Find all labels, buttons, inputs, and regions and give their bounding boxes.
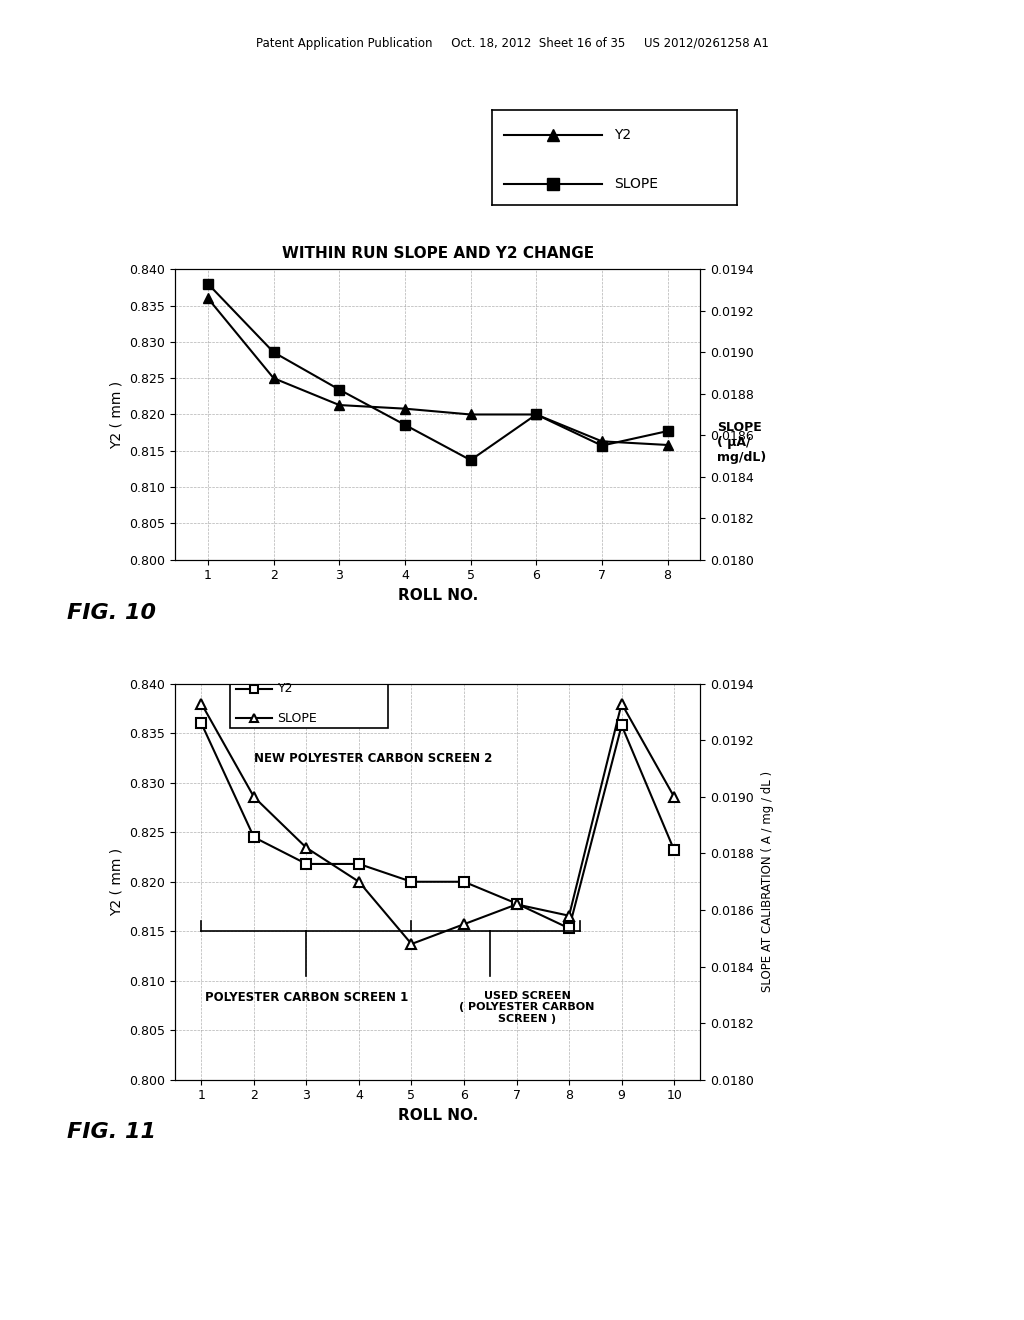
Text: Y2: Y2 (278, 682, 293, 696)
Text: SLOPE: SLOPE (278, 711, 317, 725)
X-axis label: ROLL NO.: ROLL NO. (397, 587, 478, 603)
Y-axis label: Y2 ( mm ): Y2 ( mm ) (110, 380, 124, 449)
Y-axis label: SLOPE AT CALIBRATION ( A / mg / dL ): SLOPE AT CALIBRATION ( A / mg / dL ) (761, 771, 774, 993)
X-axis label: ROLL NO.: ROLL NO. (397, 1107, 478, 1123)
Text: Patent Application Publication     Oct. 18, 2012  Sheet 16 of 35     US 2012/026: Patent Application Publication Oct. 18, … (256, 37, 768, 50)
Text: FIG. 11: FIG. 11 (67, 1122, 156, 1142)
Text: POLYESTER CARBON SCREEN 1: POLYESTER CARBON SCREEN 1 (205, 991, 408, 1003)
Text: NEW POLYESTER CARBON SCREEN 2: NEW POLYESTER CARBON SCREEN 2 (254, 751, 493, 764)
FancyBboxPatch shape (230, 675, 388, 729)
Text: SLOPE: SLOPE (614, 177, 658, 190)
Text: SLOPE
( μA/
mg/dL): SLOPE ( μA/ mg/dL) (717, 421, 766, 463)
Text: FIG. 10: FIG. 10 (67, 603, 156, 623)
Y-axis label: Y2 ( mm ): Y2 ( mm ) (110, 847, 124, 916)
Text: USED SCREEN
( POLYESTER CARBON
SCREEN ): USED SCREEN ( POLYESTER CARBON SCREEN ) (460, 991, 595, 1024)
Title: WITHIN RUN SLOPE AND Y2 CHANGE: WITHIN RUN SLOPE AND Y2 CHANGE (282, 246, 594, 261)
Text: Y2: Y2 (614, 128, 632, 143)
